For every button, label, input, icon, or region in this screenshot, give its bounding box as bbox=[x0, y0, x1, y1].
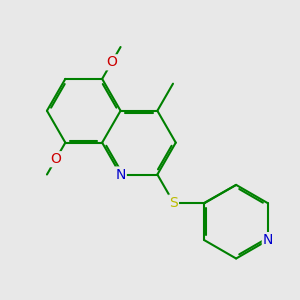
Text: N: N bbox=[263, 233, 273, 247]
Text: N: N bbox=[116, 167, 126, 182]
Text: O: O bbox=[106, 55, 117, 69]
Text: S: S bbox=[169, 196, 178, 210]
Text: O: O bbox=[50, 152, 61, 166]
